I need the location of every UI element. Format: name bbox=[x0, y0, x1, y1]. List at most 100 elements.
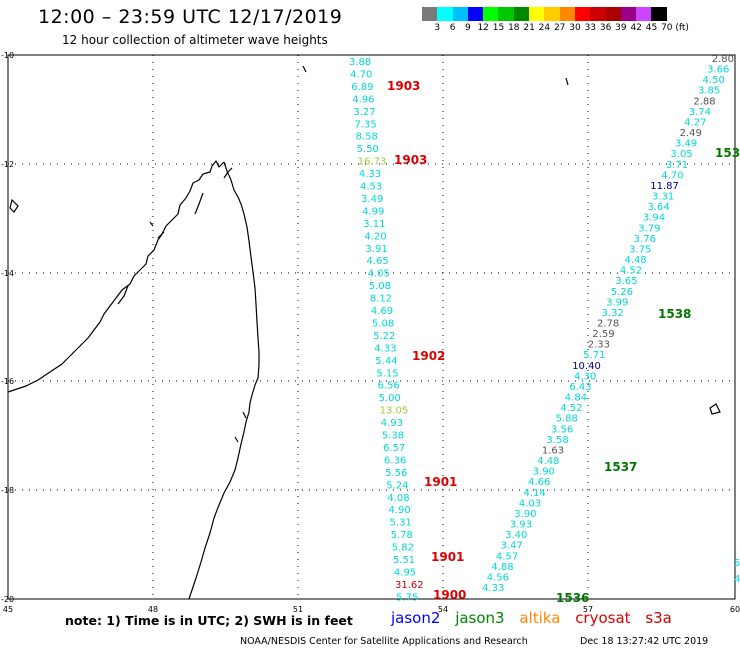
wave-height-value: 3.94 bbox=[643, 213, 665, 224]
color-swatch bbox=[574, 7, 591, 21]
wave-height-value: 8.12 bbox=[370, 294, 392, 305]
wave-height-value: 5.26 bbox=[611, 287, 633, 298]
small-islands bbox=[9, 65, 721, 443]
lon-label: 54 bbox=[438, 605, 448, 614]
wave-height-value: 5.38 bbox=[382, 431, 404, 442]
wave-height-value: 5.08 bbox=[369, 281, 391, 292]
wave-height-value: 4.20 bbox=[364, 231, 386, 242]
footer-note: note: 1) Time is in UTC; 2) SWH is in fe… bbox=[65, 613, 353, 628]
lon-label: 51 bbox=[293, 605, 303, 614]
altimeter-track-east: 2.803.664.503.852.883.744.272.493.493.05… bbox=[482, 54, 734, 594]
pass-time-label: 1536 bbox=[556, 591, 589, 605]
pass-time-label: 1901 bbox=[431, 550, 464, 564]
wave-height-value: 3.90 bbox=[514, 509, 536, 520]
pass-time-label: 1903 bbox=[387, 79, 420, 93]
wave-height-value: 4.93 bbox=[381, 418, 403, 429]
altimeter-track-far-east: 54 bbox=[734, 558, 740, 585]
credit-line: NOAA/NESDIS Center for Satellite Applica… bbox=[240, 636, 528, 647]
legend-jason3: jason3 bbox=[455, 609, 505, 627]
wave-height-value: 4.70 bbox=[661, 170, 683, 181]
pass-time-label: 1537 bbox=[604, 460, 637, 474]
wave-height-value: 3.05 bbox=[670, 149, 692, 160]
wave-height-value: 10.40 bbox=[572, 361, 601, 372]
wave-height-value: 4.33 bbox=[374, 343, 396, 354]
wave-height-value: 2.59 bbox=[592, 329, 614, 340]
lat-label: -16 bbox=[1, 377, 14, 386]
wave-height-value: 5.75 bbox=[396, 592, 418, 603]
wave-height-value: 3.47 bbox=[501, 541, 523, 552]
wave-height-value: 3.66 bbox=[707, 65, 729, 76]
wave-height-value: 3.88 bbox=[349, 57, 371, 68]
color-tick-label: 6 bbox=[449, 23, 456, 33]
wave-height-value: 5.31 bbox=[390, 518, 412, 529]
color-swatch bbox=[605, 7, 621, 21]
wave-height-value: 3.93 bbox=[510, 520, 532, 531]
wave-height-value: 4.96 bbox=[352, 94, 374, 105]
wave-height-value: 2.78 bbox=[597, 319, 619, 330]
wave-height-value: 6.36 bbox=[384, 455, 406, 466]
wave-height-value: 4.56 bbox=[487, 572, 509, 583]
color-tick-label: 36 bbox=[599, 23, 612, 33]
wave-height-value: 5.82 bbox=[392, 543, 414, 554]
wave-height-value: 3.31 bbox=[652, 192, 674, 203]
legend-cryosat: cryosat bbox=[575, 609, 631, 627]
altimeter-track-west: 3.884.706.894.963.277.358.585.5016.734.3… bbox=[349, 57, 424, 603]
lat-label: -20 bbox=[1, 595, 14, 604]
wave-height-value: 3.74 bbox=[689, 107, 711, 118]
wave-height-value: 5.88 bbox=[556, 414, 578, 425]
wave-height-value: 4.90 bbox=[388, 505, 410, 516]
wave-height-value: 4.08 bbox=[387, 493, 409, 504]
wave-height-value: 6.57 bbox=[383, 443, 405, 454]
color-scale-bar bbox=[422, 7, 667, 21]
wave-height-value: 6.43 bbox=[569, 382, 591, 393]
color-tick-label: 9 bbox=[465, 23, 471, 33]
wave-height-value: 5 bbox=[734, 558, 740, 569]
wave-height-value: 3.11 bbox=[363, 219, 385, 230]
map-title: 12:00 – 23:59 UTC 12/17/2019 bbox=[38, 6, 343, 28]
wave-height-value: 3.99 bbox=[606, 297, 628, 308]
color-tick-label: 45 bbox=[645, 23, 658, 33]
lat-label: -18 bbox=[1, 486, 14, 495]
color-tick-label: 21 bbox=[523, 23, 535, 33]
color-tick-label: 39 bbox=[615, 23, 627, 33]
wave-height-value: 3.91 bbox=[365, 244, 387, 255]
wave-height-value: 5.15 bbox=[376, 368, 398, 379]
wave-height-value: 4.33 bbox=[482, 583, 504, 594]
color-swatch bbox=[498, 7, 514, 21]
wave-height-value: 4.27 bbox=[684, 117, 706, 128]
lon-label: 45 bbox=[3, 605, 13, 614]
wave-height-value: 5.56 bbox=[385, 468, 407, 479]
wave-height-value: 5.51 bbox=[393, 555, 415, 566]
wave-height-value: 5.24 bbox=[386, 480, 408, 491]
wave-height-value: 16.73 bbox=[358, 157, 387, 168]
color-tick-label: (ft) bbox=[675, 23, 689, 33]
wave-height-value: 4.05 bbox=[368, 269, 390, 280]
color-scale-ticks: 3 6 9 12 15 18 21 24 27 30 33 36 39 42 45 70 (ft) bbox=[422, 23, 740, 35]
color-tick-label: 12 bbox=[477, 23, 489, 33]
wave-height-value: 7.35 bbox=[354, 119, 376, 130]
wave-height-value: 5.44 bbox=[375, 356, 397, 367]
pass-time-label: 1537 bbox=[715, 146, 740, 160]
wave-height-value: 4.48 bbox=[624, 255, 646, 266]
color-tick-label: 24 bbox=[538, 23, 551, 33]
wave-height-value: 5.71 bbox=[583, 350, 605, 361]
lon-label: 57 bbox=[583, 605, 593, 614]
legend-s3a: s3a bbox=[645, 609, 672, 627]
color-swatch bbox=[636, 7, 652, 21]
wave-height-value: 4.33 bbox=[359, 169, 381, 180]
wave-height-value: 4.14 bbox=[523, 488, 545, 499]
wave-height-value: 3.90 bbox=[533, 467, 555, 478]
pass-time-labels: 1903 1903 1902 1901 1901 1900 1537 1538 1537 1536 bbox=[387, 79, 740, 605]
color-swatch bbox=[529, 7, 545, 21]
wave-height-value: 2.80 bbox=[712, 54, 734, 65]
color-tick-label: 30 bbox=[569, 23, 581, 33]
wave-height-value: 5.50 bbox=[357, 144, 379, 155]
generated-timestamp: Dec 18 13:27:42 UTC 2019 bbox=[580, 636, 709, 647]
wave-height-value: 3.58 bbox=[546, 435, 568, 446]
color-tick-label: 15 bbox=[492, 23, 505, 33]
wave-height-value: 4 bbox=[734, 574, 740, 585]
wave-height-value: 4.65 bbox=[367, 256, 389, 267]
color-tick-label: 70 bbox=[661, 23, 673, 33]
coastline-madagascar bbox=[7, 160, 260, 600]
